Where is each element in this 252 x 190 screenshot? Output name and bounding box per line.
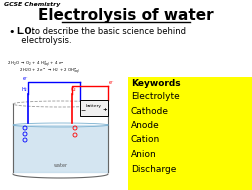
- Text: 2 H$_2$O $\rightarrow$ O$_2$ + 4 H$^+_{(aq)}$ + 4 e$^-$: 2 H$_2$O $\rightarrow$ O$_2$ + 4 H$^+_{(…: [7, 60, 65, 70]
- Text: •: •: [8, 27, 14, 37]
- Bar: [80, 100, 108, 116]
- Text: water: water: [53, 163, 67, 168]
- Text: 2 H$_2$O + 2 e$^-$ $\rightarrow$ H$_2$ + 2 OH$^-_{(aq)}$: 2 H$_2$O + 2 e$^-$ $\rightarrow$ H$_2$ +…: [19, 67, 80, 76]
- Text: Cathode: Cathode: [131, 107, 168, 116]
- Text: −: −: [80, 107, 85, 112]
- Text: Electrolyte: Electrolyte: [131, 92, 179, 101]
- Text: e⁻: e⁻: [109, 80, 114, 85]
- Text: Electrolysis of water: Electrolysis of water: [38, 8, 213, 23]
- Text: electrolysis.: electrolysis.: [16, 36, 71, 45]
- Text: battery: battery: [86, 104, 102, 108]
- Text: Anode: Anode: [131, 121, 159, 130]
- Text: L.O:: L.O:: [16, 27, 35, 36]
- Text: Anion: Anion: [131, 150, 156, 159]
- Text: e⁻: e⁻: [23, 76, 28, 81]
- Text: GCSE Chemistry: GCSE Chemistry: [4, 2, 60, 7]
- Text: Discharge: Discharge: [131, 165, 176, 173]
- Bar: [128, 77, 252, 190]
- Polygon shape: [13, 125, 108, 172]
- Text: H₂: H₂: [21, 87, 27, 92]
- Text: +: +: [102, 107, 107, 112]
- Text: to describe the basic science behind: to describe the basic science behind: [29, 27, 185, 36]
- Text: Cation: Cation: [131, 135, 160, 145]
- Text: O₂: O₂: [71, 87, 77, 92]
- Text: Keywords: Keywords: [131, 79, 180, 88]
